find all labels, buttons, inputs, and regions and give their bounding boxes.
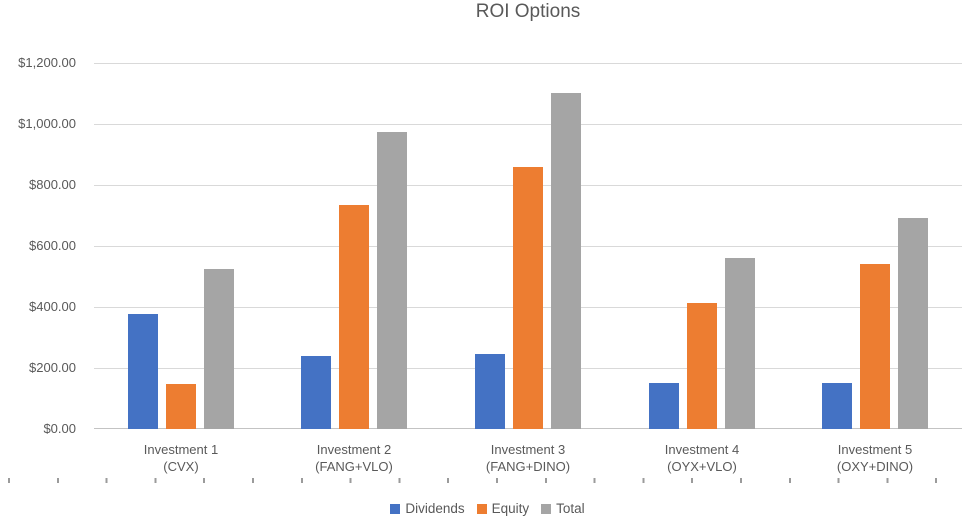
bar-dividends-1	[128, 314, 158, 429]
y-tick-label: $600.00	[29, 238, 76, 253]
bar-total-5	[898, 218, 928, 429]
y-tick-label: $400.00	[29, 299, 76, 314]
bar-dividends-4	[649, 383, 679, 429]
x-category-label: Investment 4 (OYX+VLO)	[615, 441, 789, 475]
bar-equity-3	[513, 167, 543, 429]
legend-swatch-equity-icon	[476, 503, 487, 514]
bar-equity-4	[687, 303, 717, 429]
bar-equity-5	[860, 264, 890, 429]
x-category-line2: (FANG+DINO)	[485, 459, 571, 474]
x-category-label: Investment 5 (OXY+DINO)	[788, 441, 962, 475]
legend-swatch-total-icon	[541, 503, 552, 514]
bar-total-4	[725, 258, 755, 429]
chart-title: ROI Options	[475, 1, 581, 22]
bar-total-1	[204, 269, 234, 429]
legend-label: Total	[556, 501, 585, 516]
y-tick-label: $1,200.00	[18, 55, 76, 70]
x-category-label: Investment 1 (CVX)	[94, 441, 268, 475]
bar-equity-1	[166, 384, 196, 429]
x-category-line1: Investment 1	[143, 442, 219, 457]
plot-area	[94, 63, 962, 429]
x-category-line1: Investment 2	[316, 442, 392, 457]
bar-equity-2	[339, 205, 369, 429]
y-tick-label: $200.00	[29, 360, 76, 375]
legend-swatch-dividends-icon	[390, 503, 401, 514]
x-category-line1: Investment 4	[664, 442, 740, 457]
x-category-line2: (OYX+VLO)	[667, 459, 737, 474]
bar-total-3	[551, 93, 581, 429]
x-category-line2: (CVX)	[163, 459, 199, 474]
horizontal-gridline	[94, 63, 962, 64]
x-category-line2: (FANG+VLO)	[315, 459, 393, 474]
legend-item-dividends: Dividends	[390, 501, 465, 516]
y-tick-label: $0.00	[43, 421, 76, 436]
y-tick-label: $1,000.00	[18, 116, 76, 131]
horizontal-gridline	[94, 124, 962, 125]
worksheet-gridline-ticks	[0, 478, 975, 483]
x-category-line2: (OXY+DINO)	[836, 459, 914, 474]
x-category-line1: Investment 3	[490, 442, 566, 457]
bar-dividends-3	[475, 354, 505, 429]
legend-label: Equity	[491, 501, 530, 516]
legend-item-total: Total	[541, 501, 585, 516]
x-category-label: Investment 3 (FANG+DINO)	[441, 441, 615, 475]
legend-label: Dividends	[405, 501, 465, 516]
x-category-line1: Investment 5	[837, 442, 913, 457]
x-category-label: Investment 2 (FANG+VLO)	[267, 441, 441, 475]
chart-legend: Dividends Equity Total	[0, 501, 975, 516]
legend-item-equity: Equity	[476, 501, 530, 516]
y-tick-label: $800.00	[29, 177, 76, 192]
bar-total-2	[377, 132, 407, 429]
bar-dividends-5	[822, 383, 852, 429]
bar-dividends-2	[301, 356, 331, 429]
